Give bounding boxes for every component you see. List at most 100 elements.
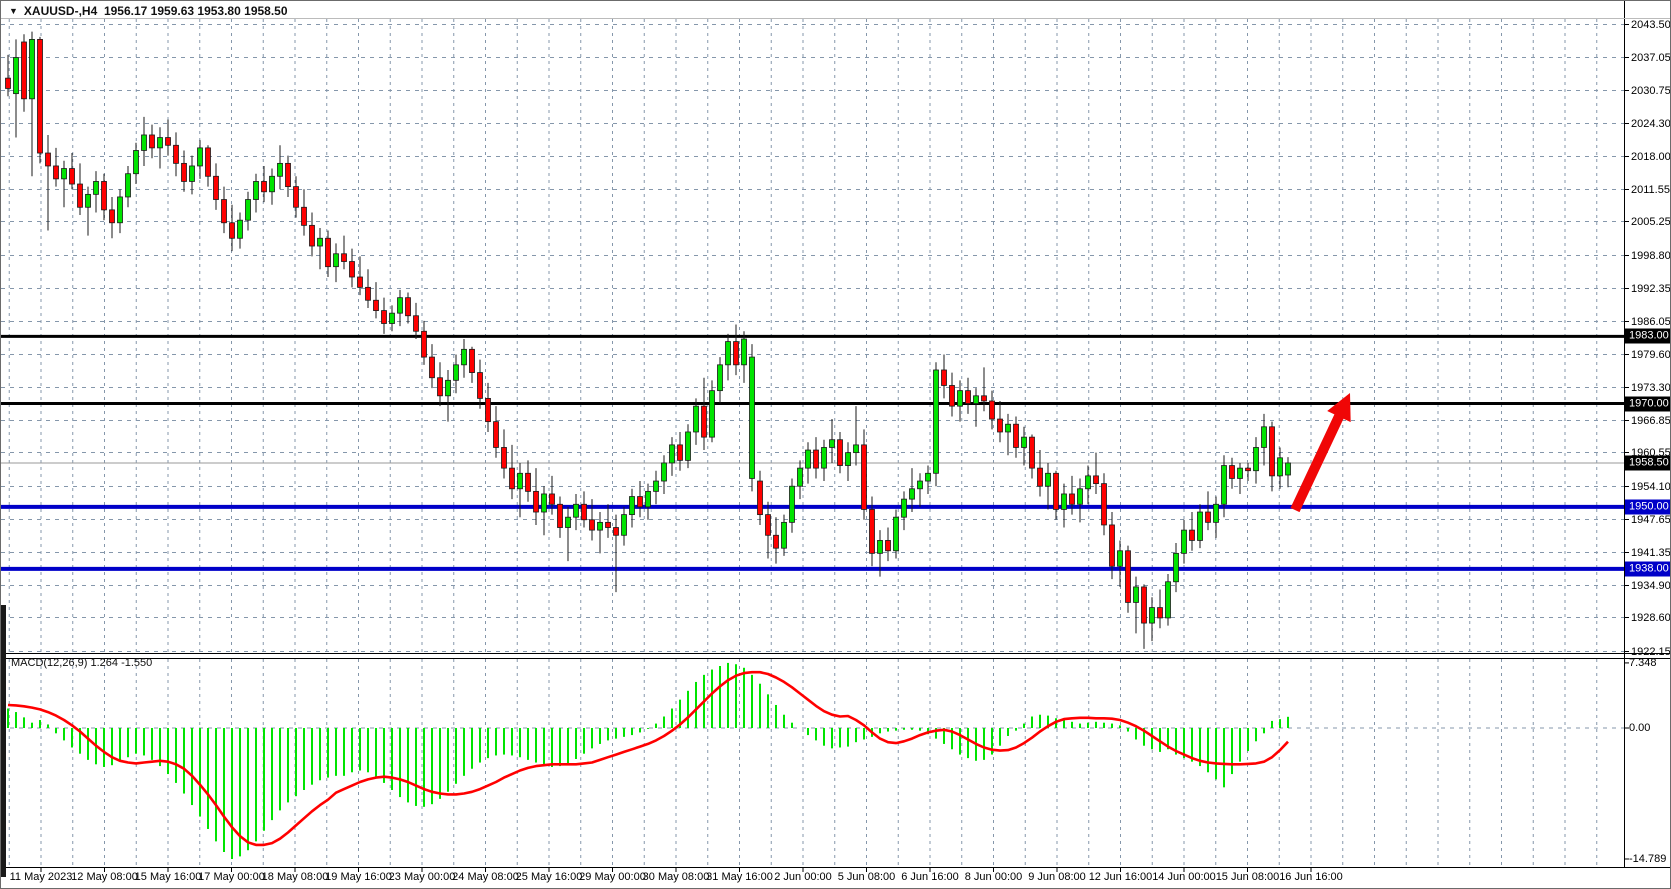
bull-candle[interactable] <box>797 467 803 487</box>
bear-candle[interactable] <box>1093 475 1099 485</box>
bear-candle[interactable] <box>477 372 483 399</box>
bull-candle[interactable] <box>253 181 259 200</box>
bull-candle[interactable] <box>1181 529 1187 554</box>
bull-candle[interactable] <box>93 181 99 195</box>
bull-candle[interactable] <box>645 490 651 508</box>
bear-candle[interactable] <box>101 181 107 211</box>
bear-candle[interactable] <box>949 385 955 407</box>
bull-candle[interactable] <box>1005 423 1011 433</box>
bear-candle[interactable] <box>301 206 307 226</box>
bull-candle[interactable] <box>917 480 923 490</box>
bear-candle[interactable] <box>1125 550 1131 603</box>
bear-candle[interactable] <box>165 137 171 146</box>
bear-candle[interactable] <box>1013 423 1019 448</box>
bear-candle[interactable] <box>261 181 267 193</box>
bear-candle[interactable] <box>325 237 331 268</box>
bull-candle[interactable] <box>717 364 723 392</box>
bull-candle[interactable] <box>741 338 747 366</box>
bull-candle[interactable] <box>1061 493 1067 510</box>
bear-candle[interactable] <box>757 480 763 516</box>
bull-candle[interactable] <box>789 485 795 523</box>
bull-candle[interactable] <box>629 496 635 516</box>
bull-candle[interactable] <box>1021 436 1027 448</box>
bull-candle[interactable] <box>709 390 715 438</box>
bull-candle[interactable] <box>1285 462 1291 476</box>
bull-candle[interactable] <box>237 219 243 239</box>
bull-candle[interactable] <box>277 162 283 177</box>
bull-candle[interactable] <box>725 341 731 366</box>
bear-candle[interactable] <box>349 261 355 278</box>
bear-candle[interactable] <box>525 472 531 492</box>
bear-candle[interactable] <box>1229 465 1235 479</box>
bull-candle[interactable] <box>573 503 579 518</box>
bull-candle[interactable] <box>189 165 195 182</box>
bull-candle[interactable] <box>565 516 571 528</box>
symbol-dropdown-icon[interactable]: ▼ <box>9 6 18 16</box>
bear-candle[interactable] <box>605 521 611 528</box>
bull-candle[interactable] <box>821 447 827 469</box>
bull-candle[interactable] <box>749 356 755 479</box>
bear-candle[interactable] <box>533 490 539 513</box>
bull-candle[interactable] <box>685 431 691 461</box>
bull-candle[interactable] <box>461 348 467 366</box>
bear-candle[interactable] <box>509 467 515 490</box>
bull-candle[interactable] <box>901 498 907 518</box>
bear-candle[interactable] <box>613 527 619 536</box>
trend-arrow-annotation[interactable] <box>1290 393 1351 513</box>
bull-candle[interactable] <box>453 364 459 381</box>
bull-candle[interactable] <box>1197 511 1203 541</box>
bull-candle[interactable] <box>1173 552 1179 583</box>
bull-candle[interactable] <box>893 516 899 552</box>
bull-candle[interactable] <box>1149 607 1155 624</box>
bear-candle[interactable] <box>1269 426 1275 477</box>
bull-candle[interactable] <box>1277 457 1283 477</box>
bear-candle[interactable] <box>149 134 155 149</box>
bull-candle[interactable] <box>389 312 395 324</box>
bear-candle[interactable] <box>1205 511 1211 523</box>
bull-candle[interactable] <box>669 444 675 464</box>
bull-candle[interactable] <box>141 134 147 151</box>
bull-candle[interactable] <box>1133 586 1139 603</box>
bear-candle[interactable] <box>5 77 11 89</box>
bear-candle[interactable] <box>549 493 555 505</box>
bull-candle[interactable] <box>909 488 915 500</box>
bear-candle[interactable] <box>773 534 779 549</box>
bear-candle[interactable] <box>997 418 1003 433</box>
bull-candle[interactable] <box>157 137 163 149</box>
bear-candle[interactable] <box>229 222 235 239</box>
bear-candle[interactable] <box>173 144 179 164</box>
bull-candle[interactable] <box>805 449 811 469</box>
bull-candle[interactable] <box>197 147 203 167</box>
bear-candle[interactable] <box>413 315 419 332</box>
bear-candle[interactable] <box>1141 586 1147 624</box>
bear-candle[interactable] <box>1037 467 1043 487</box>
bull-candle[interactable] <box>829 439 835 448</box>
bull-candle[interactable] <box>125 173 131 198</box>
bear-candle[interactable] <box>589 519 595 531</box>
bull-candle[interactable] <box>133 150 139 175</box>
bear-candle[interactable] <box>701 405 707 438</box>
bear-candle[interactable] <box>205 147 211 177</box>
bear-candle[interactable] <box>813 449 819 469</box>
bull-candle[interactable] <box>333 253 339 268</box>
bear-candle[interactable] <box>429 356 435 379</box>
bear-candle[interactable] <box>493 421 499 448</box>
bull-candle[interactable] <box>541 493 547 513</box>
bear-candle[interactable] <box>941 369 947 386</box>
bull-candle[interactable] <box>397 297 403 314</box>
bear-candle[interactable] <box>1053 472 1059 510</box>
bear-candle[interactable] <box>405 297 411 317</box>
bull-candle[interactable] <box>85 193 91 208</box>
bear-candle[interactable] <box>373 299 379 311</box>
bull-candle[interactable] <box>245 199 251 221</box>
bear-candle[interactable] <box>469 348 475 373</box>
bear-candle[interactable] <box>557 503 563 528</box>
bull-candle[interactable] <box>13 57 19 95</box>
bear-candle[interactable] <box>1109 524 1115 567</box>
bull-candle[interactable] <box>1165 581 1171 619</box>
bear-candle[interactable] <box>293 186 299 208</box>
bear-candle[interactable] <box>1101 483 1107 526</box>
bear-candle[interactable] <box>1157 607 1163 619</box>
bear-candle[interactable] <box>837 439 843 466</box>
bull-candle[interactable] <box>61 168 67 180</box>
